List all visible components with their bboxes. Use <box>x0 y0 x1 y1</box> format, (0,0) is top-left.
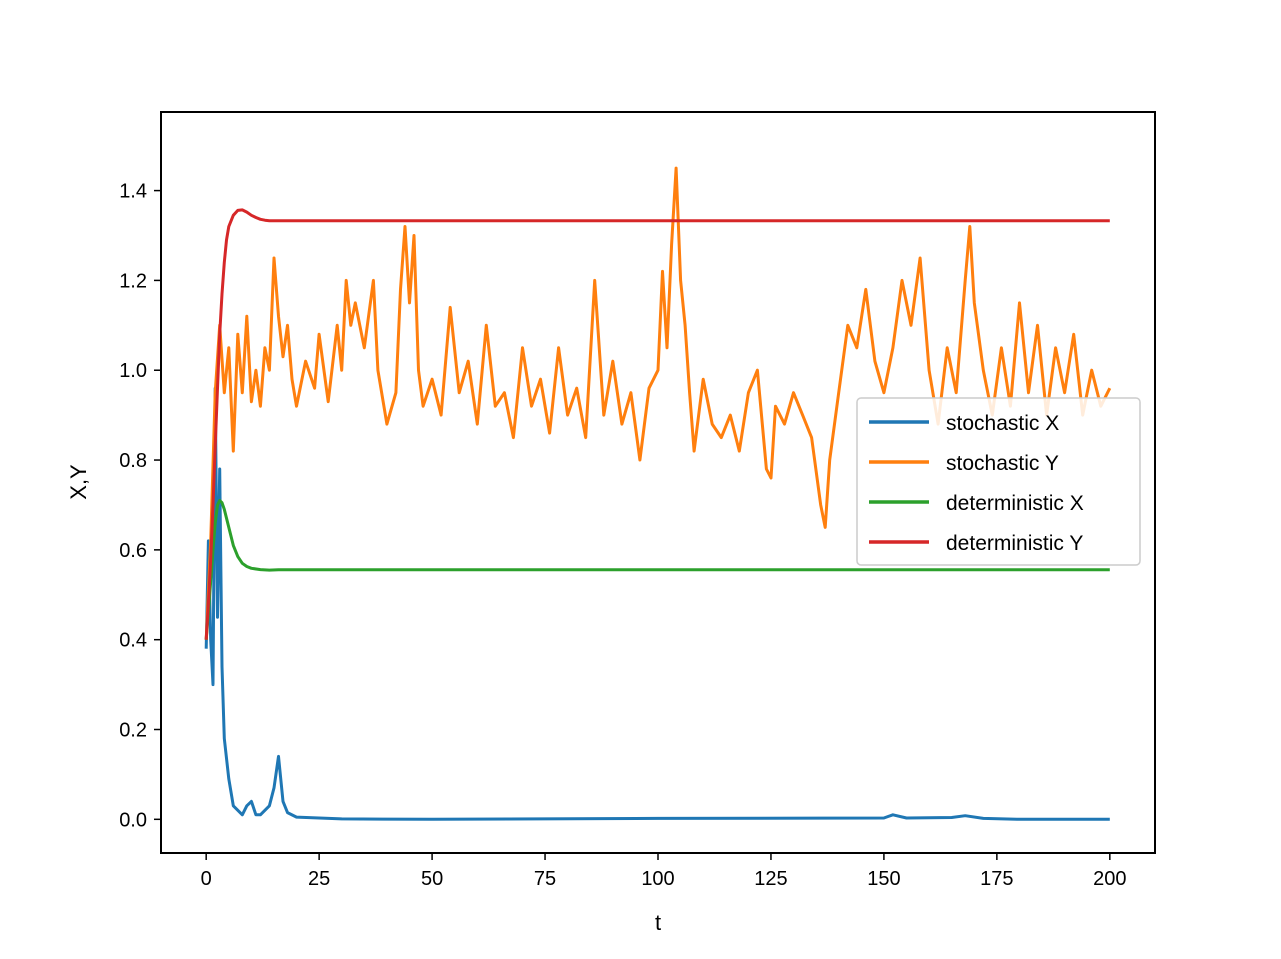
x-tick-label: 200 <box>1093 868 1126 890</box>
series-line-0 <box>204 386 1110 821</box>
legend-box <box>856 397 1141 566</box>
y-tick-label: 0.0 <box>119 809 147 831</box>
y-tick-label: 0.4 <box>119 630 147 652</box>
y-tick-label: 0.6 <box>119 540 147 562</box>
x-axis-label: t <box>655 910 661 935</box>
y-axis-label: X,Y <box>66 464 91 500</box>
y-axis: 0.0 0.2 0.4 0.6 0.8 1.0 1.2 1.4 <box>119 181 161 831</box>
x-tick-label: 0 <box>201 868 212 890</box>
series-layer <box>204 166 1112 821</box>
legend: stochastic X stochastic Y deterministic X d… <box>856 397 1141 566</box>
y-tick-label: 0.8 <box>119 450 147 472</box>
legend-label: stochastic X <box>946 412 1059 435</box>
x-tick-label: 50 <box>421 868 443 890</box>
x-axis: 0 25 50 75 100 125 150 175 200 <box>201 853 1127 890</box>
x-tick-label: 100 <box>641 868 674 890</box>
series-line-2 <box>204 499 1110 640</box>
x-tick-label: 150 <box>867 868 900 890</box>
y-tick-label: 1.2 <box>119 270 147 292</box>
x-tick-label: 25 <box>308 868 330 890</box>
legend-label: deterministic X <box>946 492 1084 515</box>
x-tick-label: 75 <box>534 868 556 890</box>
y-tick-label: 1.4 <box>119 181 147 203</box>
legend-label: stochastic Y <box>946 452 1059 475</box>
series-line-3 <box>204 208 1110 640</box>
series-line-1 <box>204 166 1112 640</box>
x-tick-label: 125 <box>754 868 787 890</box>
x-tick-label: 175 <box>980 868 1013 890</box>
y-tick-label: 0.2 <box>119 720 147 742</box>
legend-label: deterministic Y <box>946 532 1083 555</box>
y-tick-label: 1.0 <box>119 360 147 382</box>
